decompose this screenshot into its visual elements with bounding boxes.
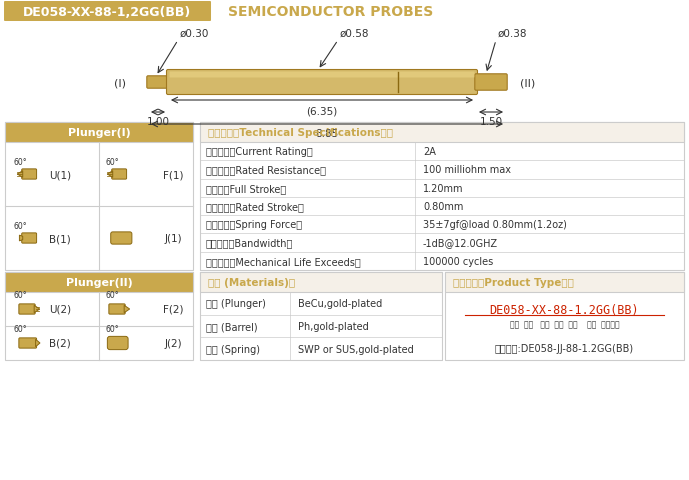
Bar (5, 123, 193, 270)
Text: 额定电阻（Rated Resistance）: 额定电阻（Rated Resistance） (206, 165, 326, 175)
Text: (II): (II) (520, 78, 535, 88)
Text: 系列  规格   头型  归长  弹力    镀金  针头材质: 系列 规格 头型 归长 弹力 镀金 针头材质 (510, 320, 619, 329)
Text: Plunger(I): Plunger(I) (68, 128, 130, 138)
Text: Ph,gold-plated: Ph,gold-plated (298, 321, 369, 331)
Text: 8.85: 8.85 (316, 129, 338, 139)
Text: U(1): U(1) (49, 169, 71, 180)
Text: (6.35): (6.35) (307, 106, 338, 116)
Text: ø0.58: ø0.58 (340, 29, 369, 39)
FancyBboxPatch shape (147, 77, 171, 89)
Polygon shape (107, 171, 113, 178)
Text: F(1): F(1) (163, 169, 183, 180)
Text: SEMICONDUCTOR PROBES: SEMICONDUCTOR PROBES (228, 5, 433, 19)
Text: 订购举例:DE058-JJ-88-1.2GG(BB): 订购举例:DE058-JJ-88-1.2GG(BB) (495, 343, 634, 353)
Text: 100000 cycles: 100000 cycles (423, 256, 493, 266)
Text: 满行程（Full Stroke）: 满行程（Full Stroke） (206, 183, 286, 193)
Text: J(1): J(1) (164, 233, 182, 243)
Bar (445, 273, 684, 292)
Text: F(2): F(2) (163, 304, 183, 314)
Text: 1.00: 1.00 (147, 117, 169, 127)
Text: B(2): B(2) (49, 338, 71, 348)
Text: 额定行程（Rated Stroke）: 额定行程（Rated Stroke） (206, 202, 304, 212)
Text: 弹簧 (Spring): 弹簧 (Spring) (206, 344, 260, 354)
Polygon shape (17, 171, 23, 178)
Text: 1.20mm: 1.20mm (423, 183, 464, 193)
Bar (445, 273, 684, 360)
FancyBboxPatch shape (22, 169, 37, 180)
Text: BeCu,gold-plated: BeCu,gold-plated (298, 299, 382, 309)
FancyBboxPatch shape (107, 336, 128, 350)
Text: 60°: 60° (105, 324, 119, 333)
Text: 60°: 60° (13, 157, 27, 167)
Text: 测试寿命（Mechanical Life Exceeds）: 测试寿命（Mechanical Life Exceeds） (206, 256, 361, 266)
FancyBboxPatch shape (22, 233, 37, 244)
Bar (200, 123, 684, 270)
Text: 针头 (Plunger): 针头 (Plunger) (206, 299, 266, 309)
Text: ø0.30: ø0.30 (180, 29, 209, 39)
Text: 60°: 60° (13, 290, 27, 300)
Bar (5, 273, 193, 292)
FancyBboxPatch shape (112, 169, 127, 180)
FancyBboxPatch shape (475, 75, 507, 91)
Text: 技术要求（Technical Specifications）：: 技术要求（Technical Specifications）： (208, 128, 393, 138)
Text: DE058-XX-88-1,2GG(BB): DE058-XX-88-1,2GG(BB) (23, 5, 191, 18)
Text: 35±7gf@load 0.80mm(1.2oz): 35±7gf@load 0.80mm(1.2oz) (423, 220, 567, 230)
Bar (200, 273, 442, 292)
Polygon shape (36, 339, 40, 347)
Text: Plunger(II): Plunger(II) (65, 277, 132, 288)
FancyBboxPatch shape (19, 304, 35, 314)
Text: 60°: 60° (13, 324, 27, 333)
Text: 成品型号（Product Type）：: 成品型号（Product Type）： (453, 277, 574, 288)
Text: 1.50: 1.50 (480, 117, 502, 127)
Text: 60°: 60° (105, 157, 119, 167)
Text: J(2): J(2) (164, 338, 182, 348)
Text: DE058-XX-88-1.2GG(BB): DE058-XX-88-1.2GG(BB) (490, 304, 639, 317)
FancyBboxPatch shape (109, 304, 125, 314)
Bar (5, 273, 193, 360)
Text: 针管 (Barrel): 针管 (Barrel) (206, 321, 258, 331)
Text: 2A: 2A (423, 147, 436, 157)
Polygon shape (124, 306, 130, 313)
Text: B(1): B(1) (49, 233, 71, 243)
FancyBboxPatch shape (111, 232, 132, 245)
Polygon shape (34, 306, 40, 313)
Text: 额定弹力（Spring Force）: 额定弹力（Spring Force） (206, 220, 302, 230)
Text: 100 milliohm max: 100 milliohm max (423, 165, 511, 175)
Text: U(2): U(2) (49, 304, 71, 314)
Text: 频率带宽（Bandwidth）: 频率带宽（Bandwidth） (206, 238, 294, 248)
Bar (200, 123, 684, 143)
Text: 额定电流（Current Rating）: 额定电流（Current Rating） (206, 147, 313, 157)
Text: -1dB@12.0GHZ: -1dB@12.0GHZ (423, 238, 498, 248)
Text: 材质 (Materials)：: 材质 (Materials)： (208, 277, 295, 288)
FancyBboxPatch shape (169, 72, 475, 78)
Text: (I): (I) (114, 78, 126, 88)
Text: 60°: 60° (13, 222, 27, 230)
Text: ø0.38: ø0.38 (498, 29, 528, 39)
Text: SWP or SUS,gold-plated: SWP or SUS,gold-plated (298, 344, 414, 354)
Text: 0.80mm: 0.80mm (423, 202, 464, 212)
Text: 60°: 60° (105, 290, 119, 300)
FancyBboxPatch shape (19, 338, 37, 348)
FancyBboxPatch shape (4, 2, 211, 22)
Polygon shape (19, 236, 23, 241)
Bar (5, 123, 193, 143)
FancyBboxPatch shape (167, 71, 477, 96)
Bar (200, 273, 442, 360)
